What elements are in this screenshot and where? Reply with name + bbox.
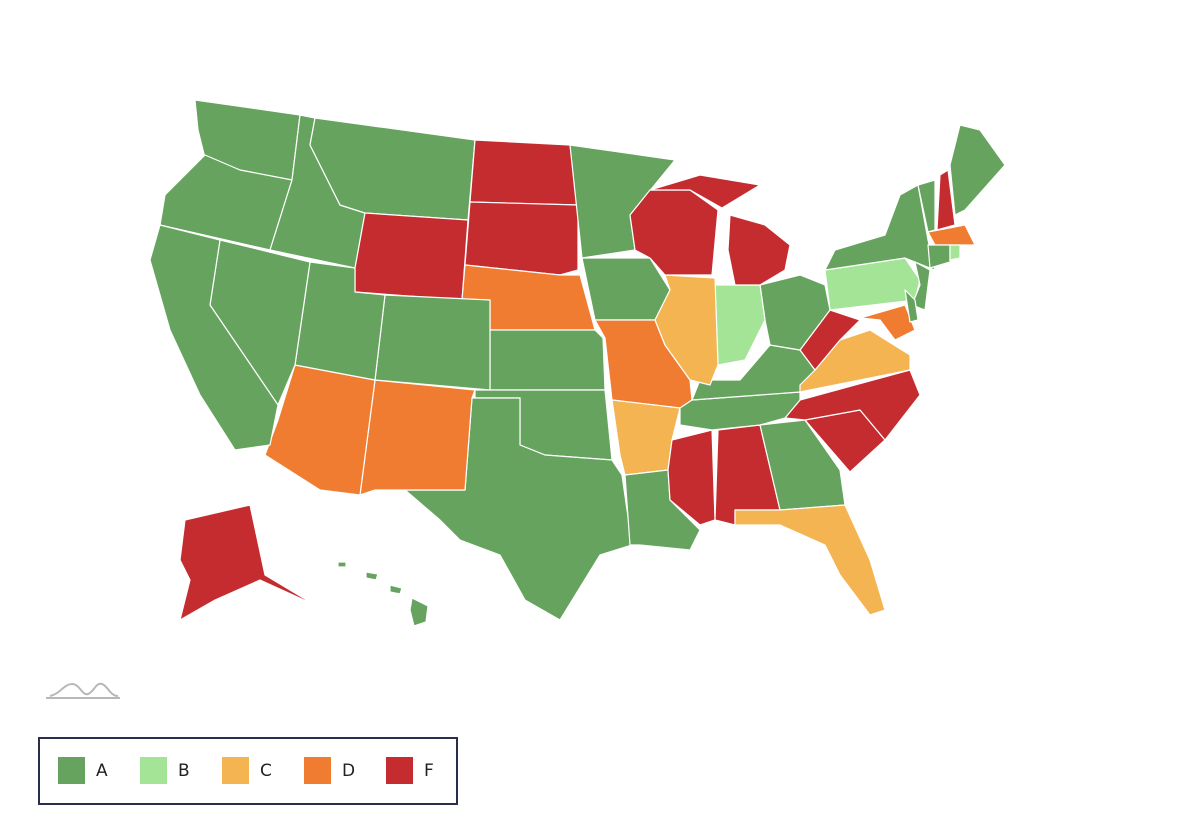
state bbox=[714, 284, 766, 366]
state bbox=[464, 201, 579, 276]
state bbox=[949, 244, 961, 261]
state bbox=[759, 274, 831, 351]
logo-mark bbox=[46, 682, 120, 699]
state bbox=[469, 139, 579, 206]
state bbox=[936, 169, 956, 231]
legend-swatch bbox=[304, 757, 331, 784]
legend-label: B bbox=[178, 761, 190, 781]
legend-swatch bbox=[222, 757, 249, 784]
state bbox=[179, 504, 316, 621]
legend-label: C bbox=[260, 761, 272, 781]
states bbox=[149, 99, 1006, 627]
state bbox=[759, 419, 846, 511]
state bbox=[374, 294, 491, 391]
state bbox=[359, 379, 476, 496]
state bbox=[337, 561, 429, 627]
legend-swatch bbox=[58, 757, 85, 784]
state bbox=[581, 257, 671, 321]
state bbox=[824, 184, 936, 271]
state bbox=[911, 261, 931, 311]
logo bbox=[46, 682, 120, 699]
state bbox=[489, 329, 606, 391]
legend-swatch bbox=[386, 757, 413, 784]
legend-label: F bbox=[424, 761, 434, 781]
state bbox=[917, 179, 936, 233]
state bbox=[354, 212, 469, 301]
state bbox=[734, 504, 886, 616]
legend-label: A bbox=[96, 761, 108, 781]
state bbox=[149, 224, 279, 451]
state bbox=[649, 174, 791, 286]
state bbox=[927, 224, 976, 246]
state bbox=[784, 369, 921, 441]
state bbox=[859, 304, 916, 341]
legend-swatch bbox=[140, 757, 167, 784]
state bbox=[949, 124, 1006, 216]
state bbox=[404, 397, 633, 621]
state bbox=[679, 391, 801, 431]
state bbox=[904, 289, 919, 323]
legend-label: D bbox=[342, 761, 355, 781]
state bbox=[654, 274, 719, 386]
state bbox=[927, 244, 951, 269]
